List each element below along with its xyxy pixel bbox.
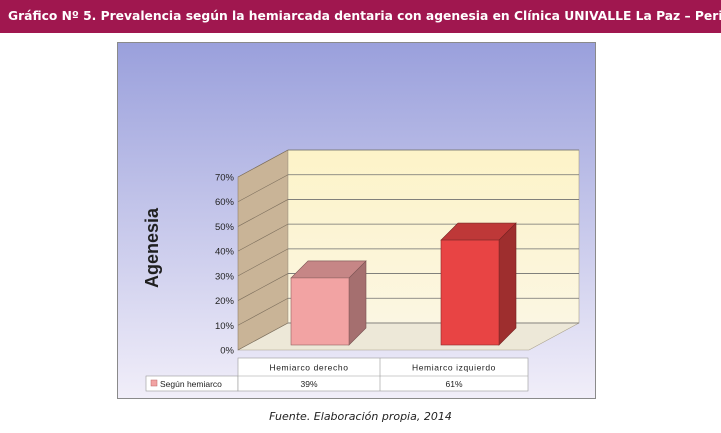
gridline-side [237,199,289,227]
page-title: Gráfico Nº 5. Prevalencia según la hemia… [8,9,721,23]
data-label: 39% [300,379,317,389]
bar [290,277,350,346]
bar-chart: 0% 10% 20% 30% 40% 50% 60% 70% Hemiarco derecho… [118,43,595,398]
gridline-side [237,273,289,301]
chart-floor [237,322,580,351]
gridline-side [237,223,289,252]
y-axis-title: Agenesia [142,207,162,288]
bar-2 [440,222,517,346]
chart-title-bar: Gráfico Nº 5. Prevalencia según la hemia… [0,0,721,33]
legend-label: Según hemiarco [160,379,222,389]
y-tick-label: 40% [215,247,235,258]
bar-1 [290,260,367,346]
bar-side [498,222,517,346]
chart-frame: 0% 10% 20% 30% 40% 50% 60% 70% Hemiarco derecho… [117,42,596,399]
data-table [237,357,529,392]
y-tick-label: 20% [215,296,235,307]
side-wall [237,149,289,351]
legend-swatch [150,379,158,387]
gridline-side [237,298,289,326]
gridline-side [237,322,289,351]
data-label: 61% [445,379,462,389]
y-tick-label: 60% [215,197,235,208]
bar [440,239,500,346]
y-tick-label: 30% [215,271,235,282]
x-category-label: Hemiarco derecho [269,363,348,373]
source-note: Fuente. Elaboración propia, 2014 [269,410,452,423]
y-tick-label: 50% [215,222,235,233]
y-tick-label: 70% [215,173,235,184]
x-category-label: Hemiarco izquierdo [412,363,496,373]
y-tick-label: 10% [215,321,235,332]
gridline-side [237,174,289,202]
gridline-side [237,149,289,178]
y-tick-label: 0% [220,346,234,357]
gridline-side [237,248,289,277]
